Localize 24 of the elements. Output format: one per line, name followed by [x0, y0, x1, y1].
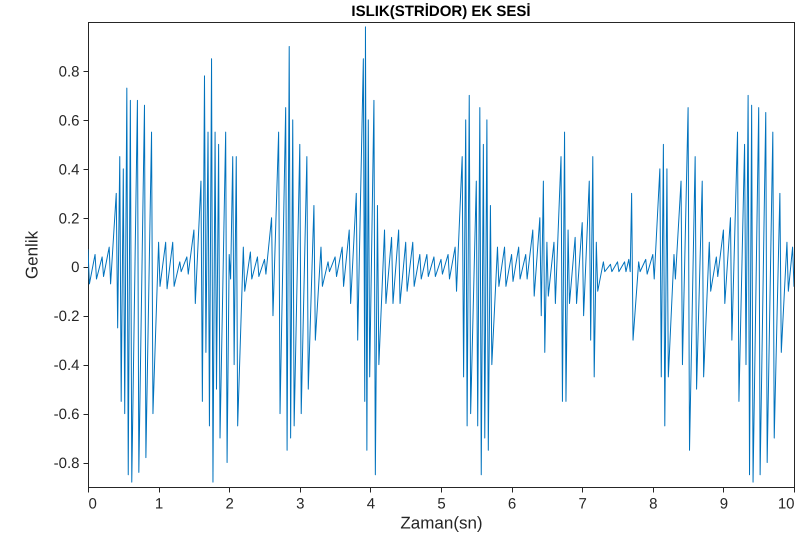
x-tick-label: 2	[226, 496, 234, 512]
y-tick-label: 0.6	[58, 112, 80, 130]
y-tick-label: 0.2	[58, 210, 80, 228]
y-tick-label: -0.4	[54, 357, 80, 374]
x-tick-label: 4	[366, 496, 376, 512]
x-tick-label: 1	[154, 496, 164, 512]
x-axis-title: Zaman(sn)	[400, 514, 483, 532]
x-tick-label: 7	[578, 496, 587, 512]
x-tick-label: 9	[720, 496, 728, 512]
x-tick-label: 8	[649, 496, 658, 512]
y-tick-label: -0.2	[54, 308, 80, 326]
y-tick-label: 0	[71, 259, 80, 276]
y-tick-label: 0.4	[58, 161, 80, 178]
chart-title: ISLIK(STRİDOR) EK SESİ	[351, 3, 531, 20]
y-tick-label: 0.8	[58, 63, 80, 80]
line-series	[88, 26, 794, 483]
x-tick-label: 0	[88, 496, 97, 512]
y-axis-title: Genlik	[22, 230, 42, 280]
x-tick-label: 3	[296, 496, 304, 512]
y-tick-label: -0.6	[54, 406, 80, 424]
x-tick-label: 10	[778, 496, 794, 512]
y-tick-label: -0.8	[54, 455, 80, 472]
x-tick-label: 6	[508, 496, 516, 512]
x-tick-label: 5	[437, 496, 446, 512]
